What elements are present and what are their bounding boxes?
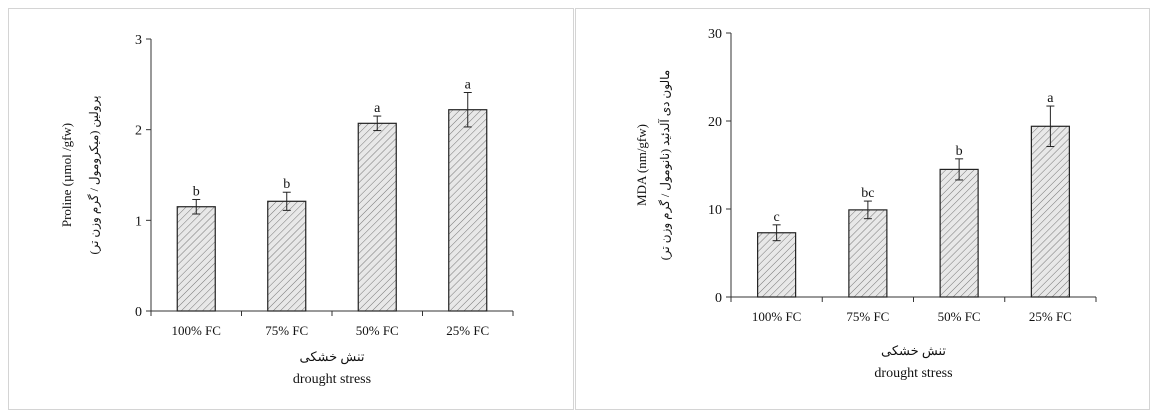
mda-chart-panel: 0 10 20 30 c 100% FC bc 75% FC b 50% FC a 25% FC مال… xyxy=(575,8,1150,410)
x-axis-label-persian: تنش خشکی xyxy=(881,343,946,359)
bar xyxy=(448,109,488,312)
significance-letter: b xyxy=(283,177,290,192)
bar xyxy=(176,206,216,312)
x-tick-label: 100% FC xyxy=(752,309,801,324)
x-tick-label: 100% FC xyxy=(172,323,221,338)
significance-letter: b xyxy=(956,144,963,159)
y-tick-label: 10 xyxy=(708,203,722,218)
y-tick-label: 1 xyxy=(135,214,142,229)
y-axis-label-persian: مالون دی آلدئید (نانومول / گرم وزن تر) xyxy=(657,70,672,260)
y-tick-label: 0 xyxy=(135,305,142,320)
x-tick-label: 25% FC xyxy=(446,323,489,338)
x-tick-label: 50% FC xyxy=(356,323,399,338)
x-tick-label: 25% FC xyxy=(1029,309,1072,324)
significance-letter: a xyxy=(1047,91,1054,106)
significance-letter: a xyxy=(374,101,381,116)
significance-letter: c xyxy=(774,210,780,225)
x-axis-label-persian: تنش خشکی xyxy=(299,349,364,365)
mda-bar-chart: 0 10 20 30 c 100% FC bc 75% FC b 50% FC a 25% FC مال… xyxy=(634,27,1097,381)
y-axis-label-persian: پرولین (میکرومول / گرم وزن تر) xyxy=(87,95,101,254)
y-axis-label: Proline (µmol /gfw) xyxy=(59,123,74,227)
x-tick-label: 75% FC xyxy=(846,309,889,324)
bar xyxy=(357,122,397,312)
bar xyxy=(757,232,797,298)
significance-letter: bc xyxy=(861,186,874,201)
y-axis-label: MDA (nm/gfw) xyxy=(634,124,649,206)
y-tick-label: 20 xyxy=(708,115,722,130)
significance-letter: b xyxy=(193,184,200,199)
x-axis-label: drought stress xyxy=(293,372,371,387)
bar xyxy=(939,168,979,298)
proline-bar-chart: 0 1 2 3 b 100% FC b 75% FC a 50% FC a 25% FC پرولین … xyxy=(59,33,514,387)
x-tick-label: 75% FC xyxy=(265,323,308,338)
y-tick-label: 30 xyxy=(708,27,722,42)
significance-letter: a xyxy=(465,77,472,92)
bar xyxy=(267,200,307,312)
x-tick-label: 50% FC xyxy=(938,309,981,324)
y-tick-label: 2 xyxy=(135,124,142,139)
bar xyxy=(1030,125,1070,298)
x-axis-label: drought stress xyxy=(874,366,952,381)
bar xyxy=(848,209,888,298)
y-tick-label: 0 xyxy=(715,291,722,306)
proline-chart-panel: 0 1 2 3 b 100% FC b 75% FC a 50% FC a 25% FC پرولین … xyxy=(8,8,574,410)
y-tick-label: 3 xyxy=(135,33,142,48)
